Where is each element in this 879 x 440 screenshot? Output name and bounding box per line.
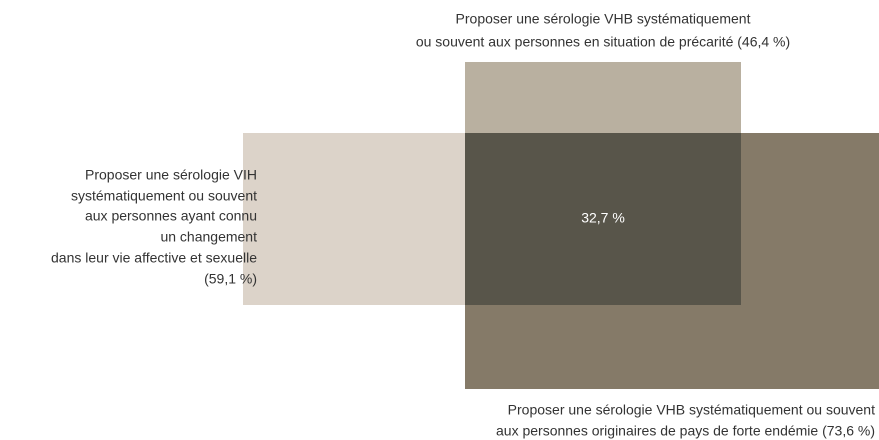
set-vih xyxy=(243,133,465,305)
label-line: un changement xyxy=(160,229,257,245)
label-line: aux personnes ayant connu xyxy=(85,208,257,224)
label-line: (59,1 %) xyxy=(204,271,257,287)
intersection xyxy=(465,133,741,305)
label-line: ou souvent aux personnes en situation de… xyxy=(416,34,790,50)
label-line: Proposer une sérologie VHB systématiquem… xyxy=(456,11,751,27)
label-line: systématiquement ou souvent xyxy=(71,188,257,204)
label-line: Proposer une sérologie VHB systématiquem… xyxy=(508,402,875,418)
set-precarite xyxy=(465,62,741,133)
intersection-label: 32,7 % xyxy=(581,210,625,226)
label-line: Proposer une sérologie VIH xyxy=(85,167,257,183)
label-line: aux personnes originaires de pays de for… xyxy=(496,423,875,439)
label-line: dans leur vie affective et sexuelle xyxy=(51,250,257,266)
